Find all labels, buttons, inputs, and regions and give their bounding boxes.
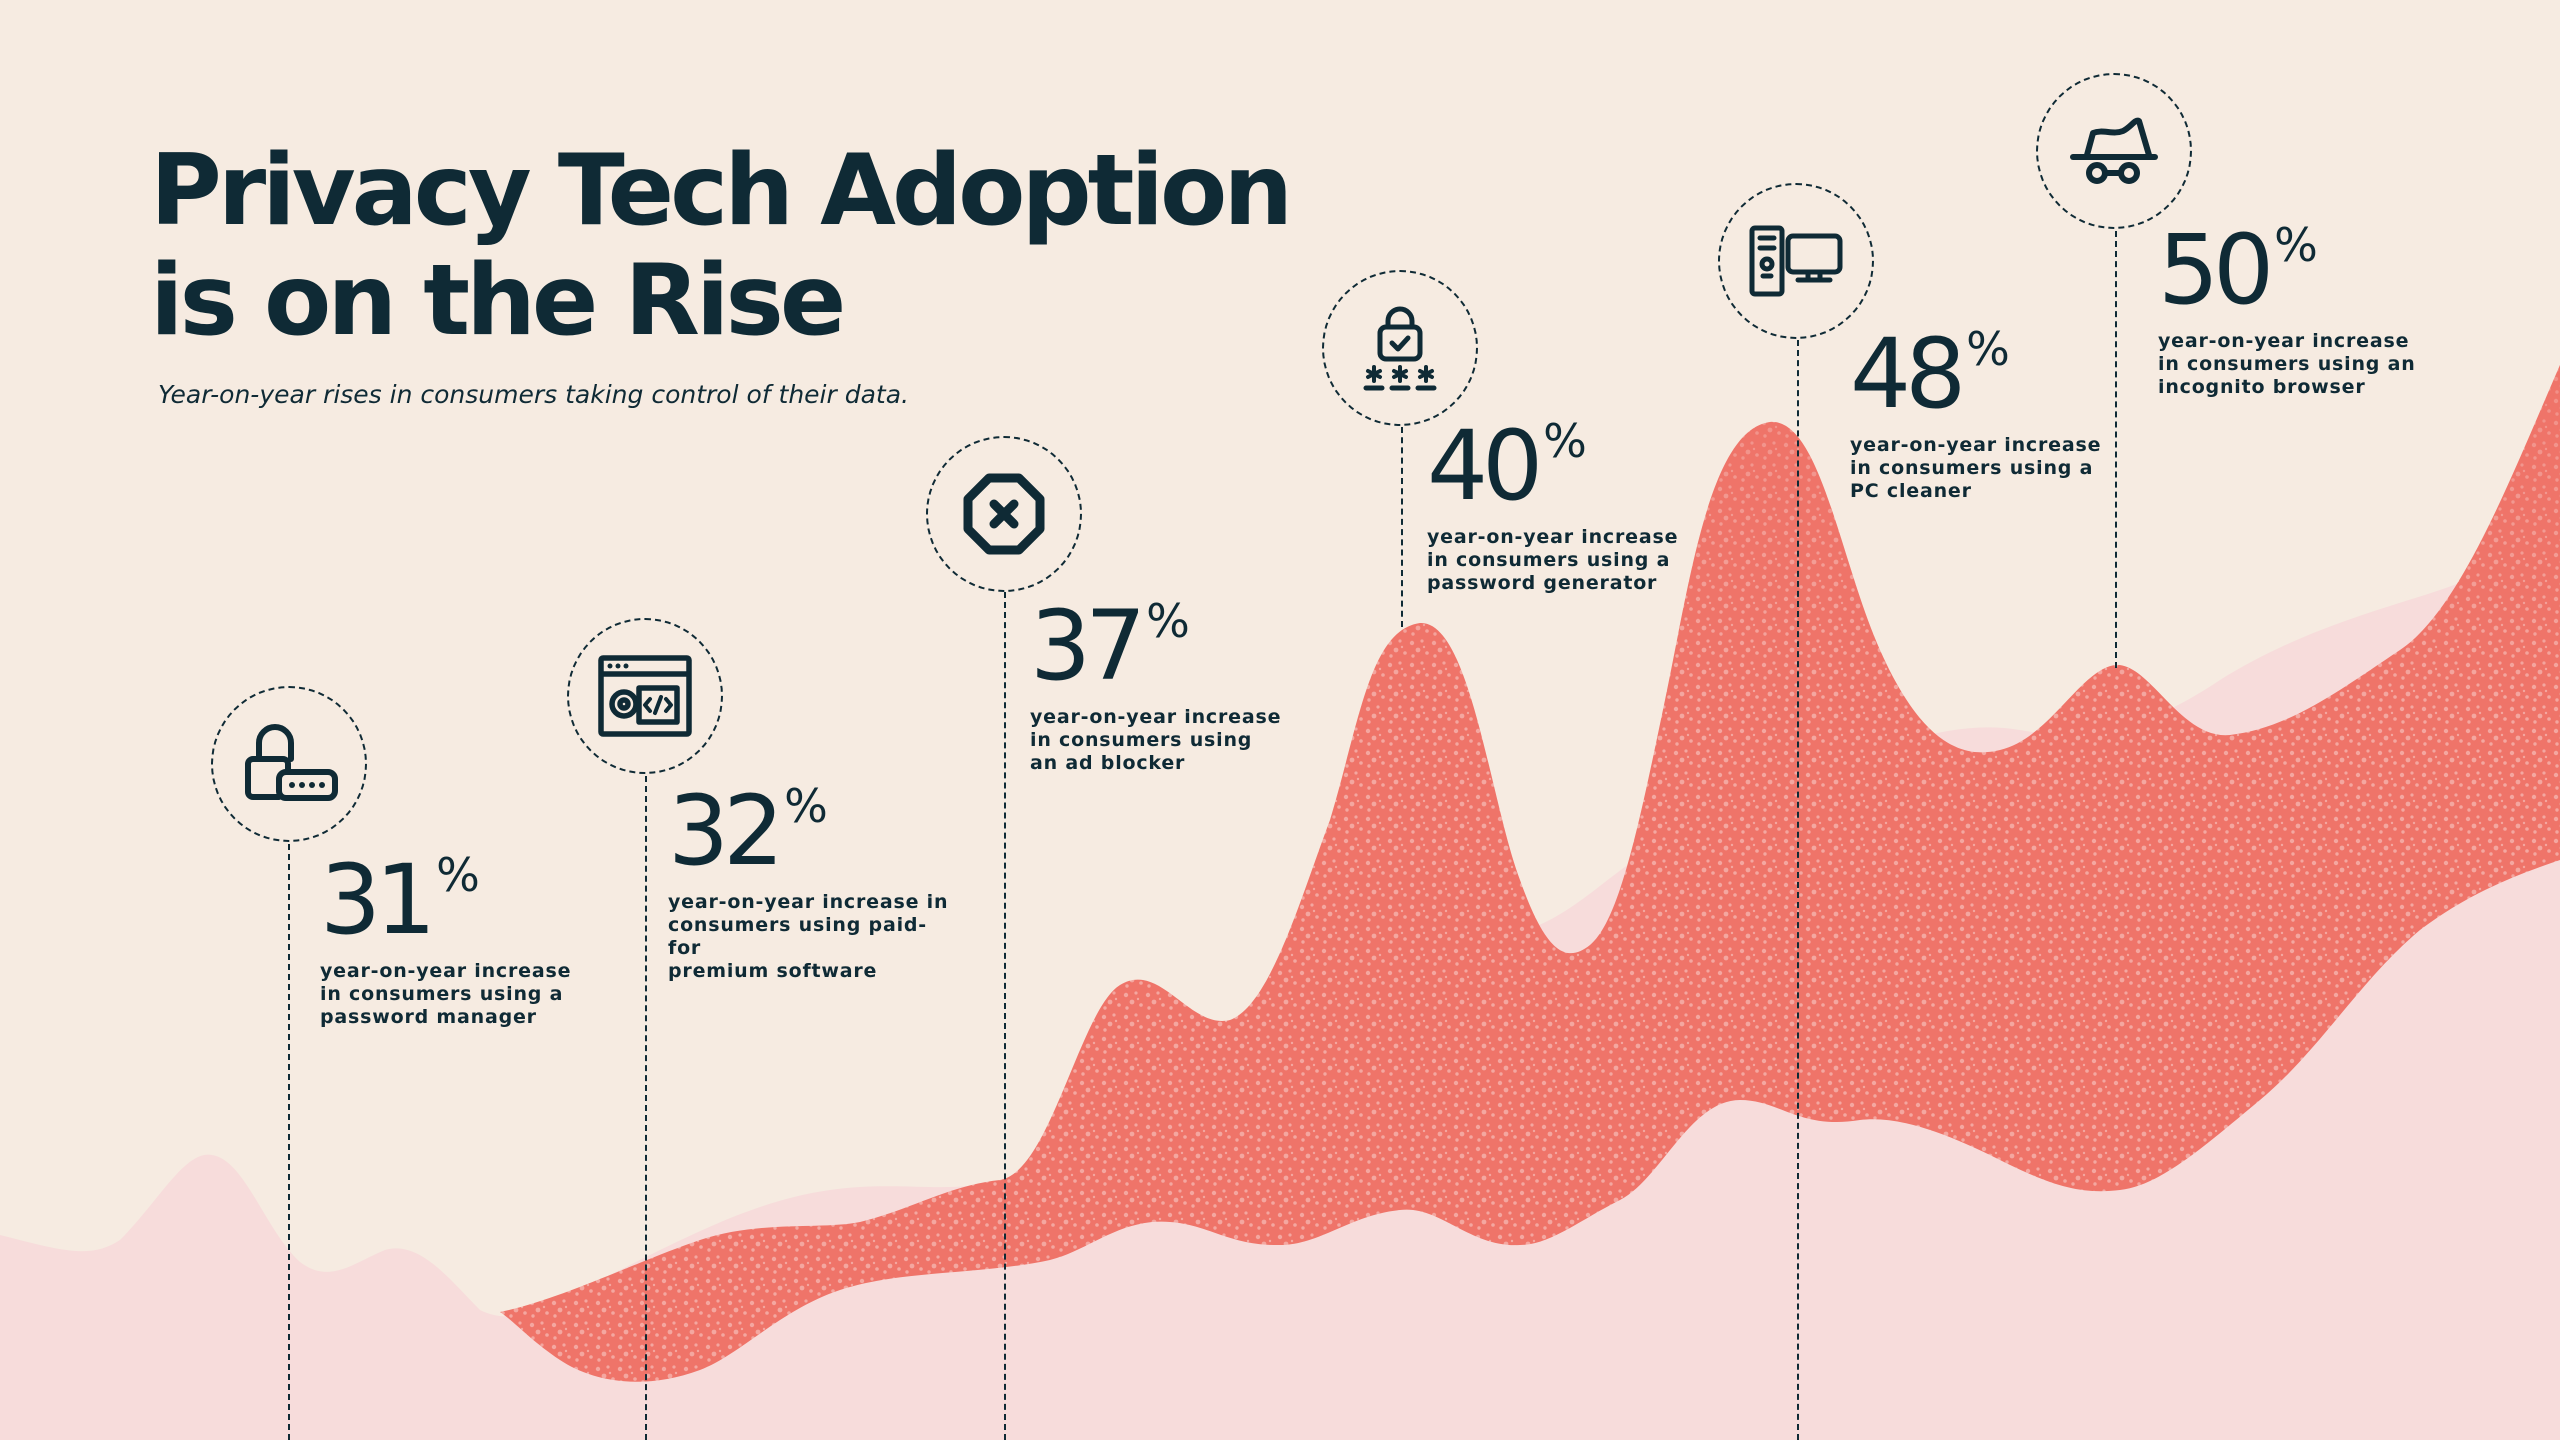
stat-unit: %: [436, 848, 480, 902]
page-subtitle: Year-on-year rises in consumers taking c…: [158, 380, 909, 409]
title-line-1: Privacy Tech Adoption: [150, 134, 1293, 248]
marker-line-password-manager: [288, 844, 290, 1440]
stat-desc-line: year-on-year increase: [320, 960, 572, 982]
stat-desc-line: year-on-year increase: [1427, 526, 1679, 548]
stat-ad-blocker: 37% year-on-year increase in consumers u…: [1030, 590, 1290, 775]
stat-unit: %: [1966, 322, 2010, 376]
stat-desc-line: in consumers using: [1030, 729, 1253, 751]
stat-desc-line: year-on-year increase in: [668, 891, 949, 913]
icon-circle-incognito-browser: [2036, 73, 2192, 229]
stat-desc-line: incognito browser: [2158, 376, 2366, 398]
icon-circle-premium-software: [567, 618, 723, 774]
front-wave-shade: [500, 365, 2560, 1320]
stat-description: year-on-year increase in consumers using…: [1850, 434, 2110, 503]
stat-description: year-on-year increase in consumers using…: [668, 891, 958, 983]
stat-value: 50: [2158, 214, 2274, 326]
stat-desc-line: consumers using paid-for: [668, 914, 927, 959]
marker-line-incognito-browser: [2115, 231, 2117, 668]
stat-unit: %: [2274, 218, 2318, 272]
ad-blocker-icon: [962, 472, 1046, 556]
premium-software-icon: [597, 654, 693, 738]
password-manager-icon: [239, 719, 339, 809]
stat-desc-line: year-on-year increase: [1850, 434, 2102, 456]
stat-desc-line: in consumers using a: [320, 983, 564, 1005]
stat-incognito-browser: 50% year-on-year increase in consumers u…: [2158, 214, 2418, 399]
stat-value: 37: [1030, 590, 1146, 702]
incognito-browser-icon: [2069, 115, 2159, 187]
stat-desc-line: year-on-year increase: [1030, 706, 1282, 728]
icon-circle-password-manager: [211, 686, 367, 842]
stat-password-generator: 40% year-on-year increase in consumers u…: [1427, 410, 1687, 595]
stat-description: year-on-year increase in consumers using…: [1030, 706, 1290, 775]
stat-description: year-on-year increase in consumers using…: [1427, 526, 1687, 595]
stat-pc-cleaner: 48% year-on-year increase in consumers u…: [1850, 318, 2110, 503]
front-wave-area: [500, 365, 2560, 1382]
title-line-2: is on the Rise: [150, 244, 846, 358]
stat-description: year-on-year increase in consumers using…: [320, 960, 580, 1029]
marker-line-pc-cleaner: [1797, 340, 1799, 1440]
icon-circle-pc-cleaner: [1718, 183, 1874, 339]
stat-desc-line: in consumers using a: [1850, 457, 2094, 479]
marker-line-password-generator: [1401, 427, 1403, 627]
stat-value: 32: [668, 775, 784, 887]
stat-description: year-on-year increase in consumers using…: [2158, 330, 2418, 399]
pc-cleaner-icon: [1748, 224, 1844, 298]
page-title: Privacy Tech Adoption is on the Rise: [150, 136, 1350, 356]
stat-password-manager: 31% year-on-year increase in consumers u…: [320, 844, 580, 1029]
stat-desc-line: password generator: [1427, 572, 1658, 594]
icon-circle-password-generator: [1322, 270, 1478, 426]
stat-unit: %: [1543, 414, 1587, 468]
stat-premium-software: 32% year-on-year increase in consumers u…: [668, 775, 958, 983]
marker-line-premium-software: [645, 776, 647, 1440]
stat-desc-line: PC cleaner: [1850, 480, 1972, 502]
stat-unit: %: [784, 779, 828, 833]
stat-desc-line: in consumers using an: [2158, 353, 2416, 375]
stat-desc-line: in consumers using a: [1427, 549, 1671, 571]
marker-line-ad-blocker: [1004, 592, 1006, 1440]
password-generator-icon: [1360, 305, 1440, 391]
stat-value: 31: [320, 844, 436, 956]
stat-desc-line: premium software: [668, 960, 878, 982]
icon-circle-ad-blocker: [926, 436, 1082, 592]
stat-unit: %: [1146, 594, 1190, 648]
stat-desc-line: year-on-year increase: [2158, 330, 2410, 352]
stat-desc-line: password manager: [320, 1006, 537, 1028]
stat-value: 48: [1850, 318, 1966, 430]
stat-value: 40: [1427, 410, 1543, 522]
stat-desc-line: an ad blocker: [1030, 752, 1186, 774]
